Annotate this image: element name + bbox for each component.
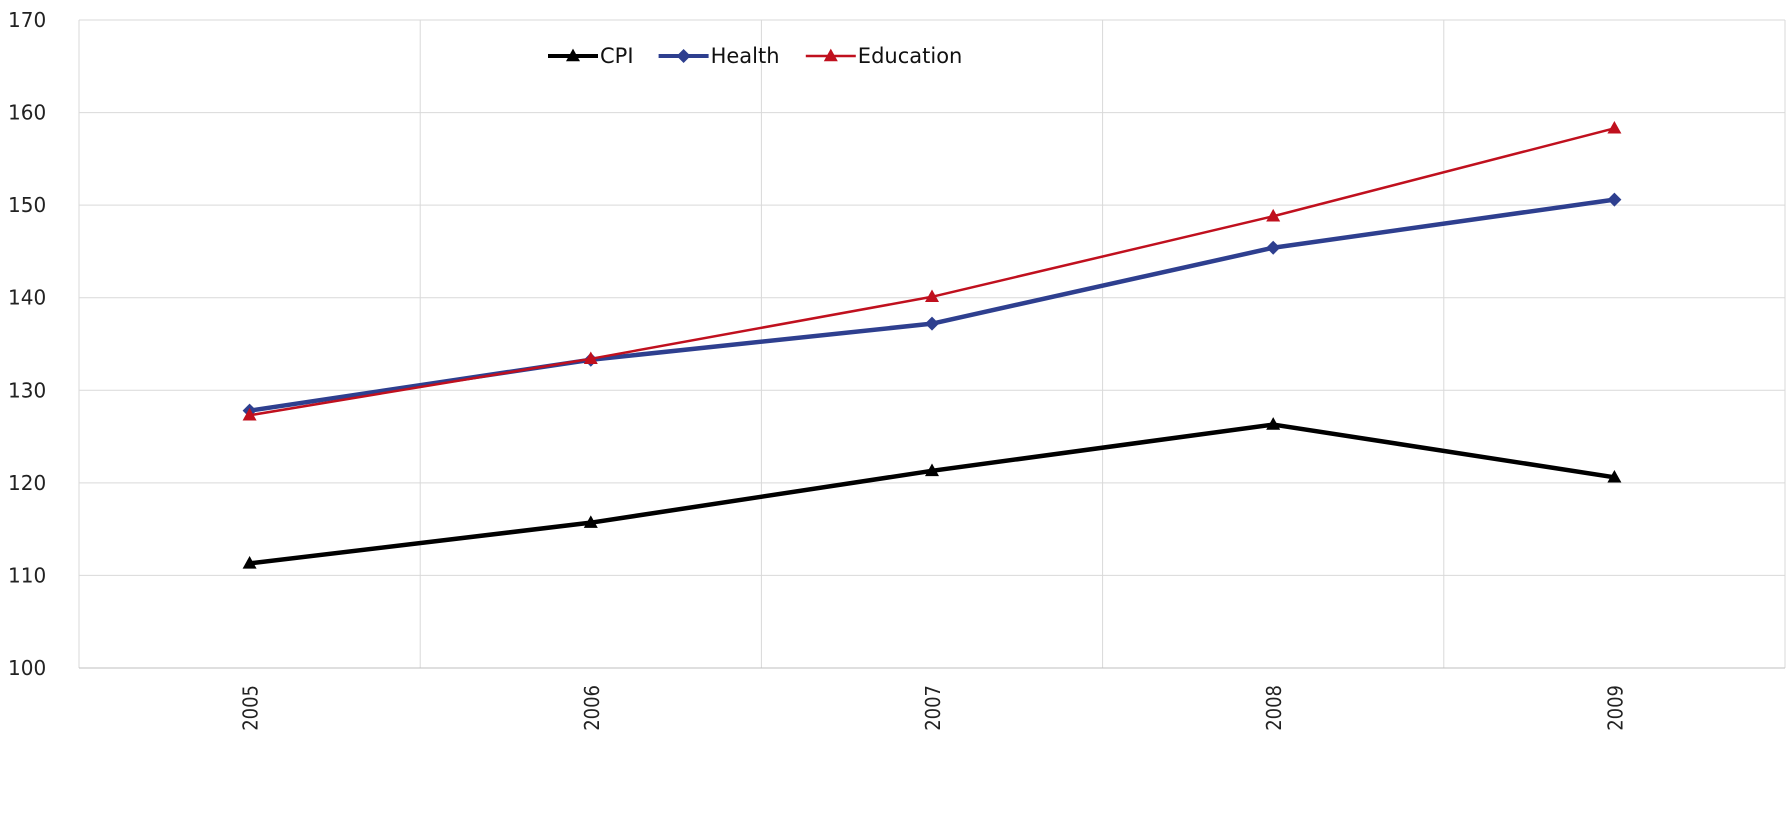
y-tick-label: 140 bbox=[8, 286, 46, 310]
x-tick-label: 2009 bbox=[1603, 685, 1627, 731]
data-point-education bbox=[1266, 208, 1281, 222]
y-tick-label: 170 bbox=[8, 8, 46, 32]
series-line-education bbox=[248, 127, 1616, 417]
x-tick-label: 2005 bbox=[239, 685, 263, 731]
series-health bbox=[242, 192, 1622, 418]
x-tick-label: 2007 bbox=[921, 685, 945, 731]
legend-swatch-marker bbox=[676, 49, 691, 63]
data-point-cpi bbox=[242, 556, 257, 569]
legend-item-education: Education bbox=[805, 44, 963, 68]
data-point-cpi bbox=[1266, 417, 1281, 430]
legend-label: Health bbox=[711, 44, 780, 68]
data-point-education bbox=[583, 351, 598, 365]
y-tick-label: 120 bbox=[8, 471, 46, 495]
data-point-cpi bbox=[925, 463, 939, 477]
legend: CPI Health Education bbox=[548, 44, 962, 68]
data-point-health bbox=[1607, 192, 1622, 207]
series-layer bbox=[242, 120, 1622, 569]
axis-layer: 100 110 120 130 140 150 160 170 2005 2006 2007 2008… bbox=[8, 8, 1785, 731]
y-tick-label: 110 bbox=[8, 563, 46, 587]
data-point-education bbox=[925, 289, 939, 303]
legend-item-health: Health bbox=[658, 44, 780, 68]
data-point-education bbox=[242, 407, 257, 421]
x-tick-label: 2008 bbox=[1262, 685, 1286, 731]
series-line-cpi bbox=[247, 422, 1617, 566]
y-tick-label: 150 bbox=[8, 193, 46, 217]
x-tick-label: 2006 bbox=[580, 685, 604, 731]
legend-swatch-marker bbox=[823, 48, 838, 62]
y-tick-label: 100 bbox=[8, 656, 46, 680]
data-point-cpi bbox=[583, 515, 598, 528]
data-point-cpi bbox=[1607, 469, 1622, 483]
data-point-health bbox=[1266, 240, 1281, 255]
series-education bbox=[242, 120, 1622, 421]
legend-label: Education bbox=[858, 44, 963, 68]
grid-layer bbox=[78, 19, 1786, 669]
series-line-health bbox=[247, 197, 1617, 413]
y-tick-label: 130 bbox=[8, 378, 46, 402]
y-tick-label: 160 bbox=[8, 101, 46, 125]
series-cpi bbox=[242, 417, 1622, 569]
data-point-health bbox=[925, 316, 939, 331]
legend-swatch-marker bbox=[566, 48, 580, 62]
legend-item-cpi: CPI bbox=[548, 44, 634, 68]
data-point-education bbox=[1607, 120, 1622, 134]
legend-label: CPI bbox=[600, 44, 634, 68]
